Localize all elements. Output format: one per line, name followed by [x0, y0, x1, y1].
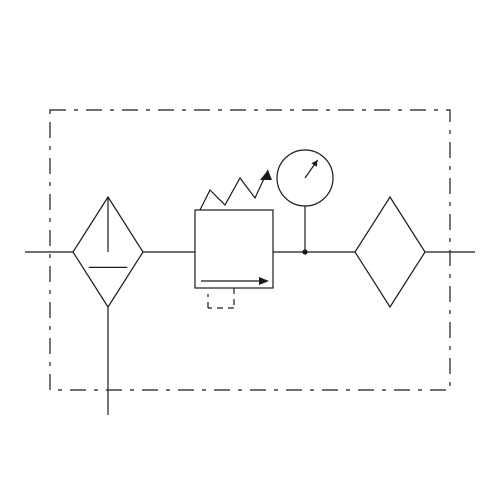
assembly-boundary	[50, 110, 450, 390]
regulator-spring	[200, 170, 268, 210]
regulator-flow-arrowhead	[259, 277, 269, 285]
pneumatic-frl-schematic	[0, 0, 500, 500]
gauge-needle-arrowhead	[311, 160, 317, 167]
lubricator-symbol	[355, 197, 425, 307]
regulator-spring-arrowhead	[260, 170, 272, 180]
gauge-tap-node	[302, 249, 307, 254]
regulator-symbol	[195, 210, 273, 288]
